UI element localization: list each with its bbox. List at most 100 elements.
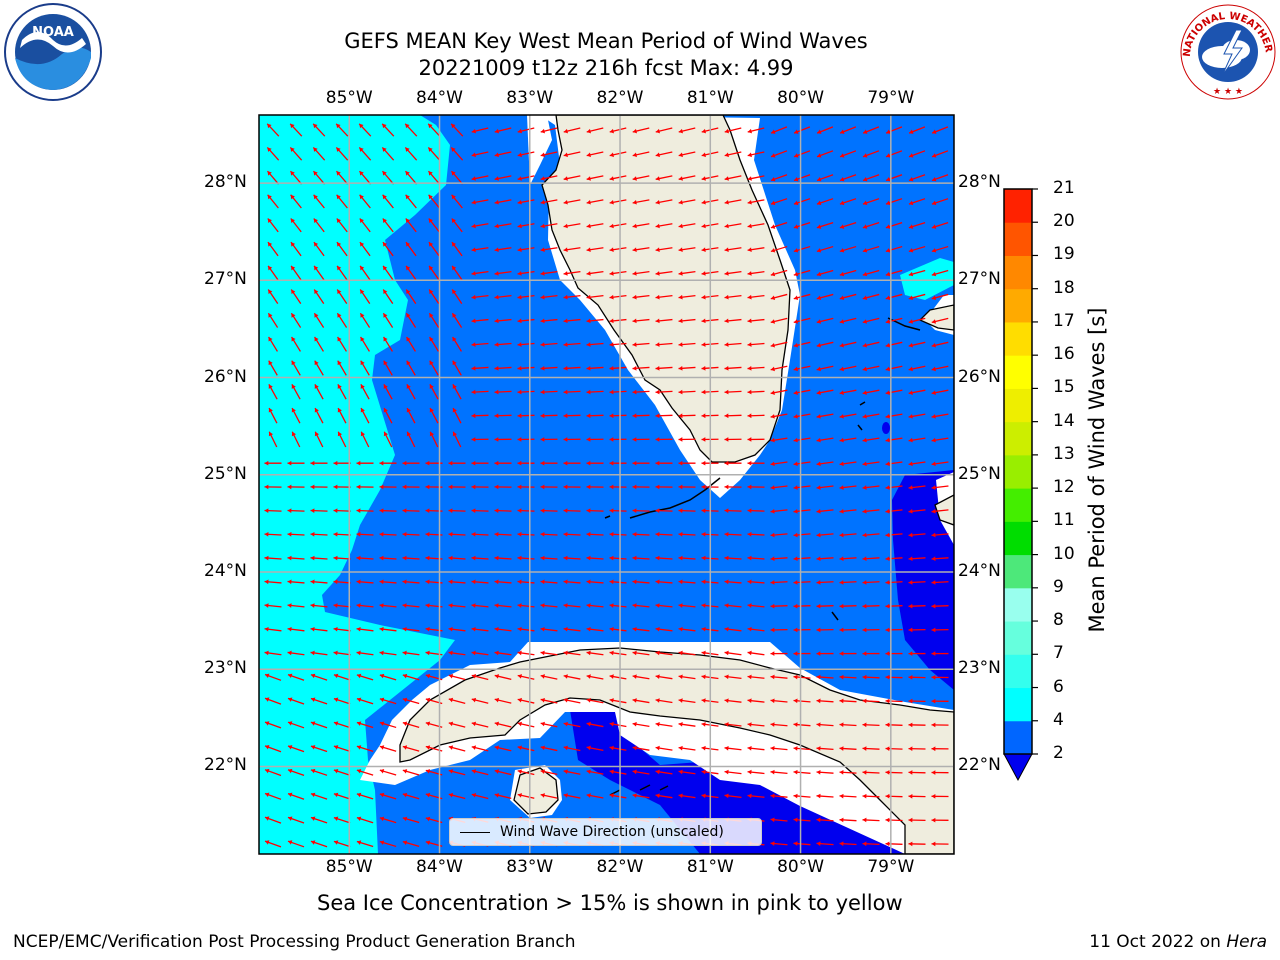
wave-direction-arrow — [839, 651, 857, 656]
wave-direction-arrow — [678, 769, 696, 775]
wave-direction-arrow — [379, 792, 397, 800]
wave-direction-arrow — [382, 218, 394, 233]
wave-direction-arrow — [862, 317, 880, 324]
wave-direction-arrow — [310, 532, 328, 537]
wave-direction-arrow — [885, 437, 903, 443]
wave-direction-arrow — [360, 407, 370, 424]
wave-direction-arrow — [517, 769, 535, 776]
wave-direction-arrow — [862, 269, 880, 277]
wave-direction-arrow — [816, 627, 834, 633]
wave-direction-arrow — [770, 698, 788, 704]
wave-direction-arrow — [402, 769, 420, 776]
wave-direction-arrow — [360, 360, 370, 376]
wave-direction-arrow — [931, 245, 949, 253]
wave-direction-arrow — [724, 342, 742, 347]
wave-direction-arrow — [406, 336, 416, 352]
wave-direction-arrow — [655, 626, 673, 632]
lon-label-bottom: 81°W — [686, 857, 734, 877]
wave-direction-arrow — [793, 627, 811, 633]
wave-direction-arrow — [452, 360, 462, 376]
wave-direction-arrow — [609, 650, 627, 656]
wave-direction-arrow — [839, 389, 857, 395]
colorbar-segment — [1004, 587, 1032, 622]
wave-direction-arrow — [724, 603, 742, 608]
wave-direction-arrow — [287, 460, 305, 466]
wave-direction-arrow — [862, 126, 880, 134]
wave-direction-arrow — [770, 198, 788, 206]
wave-direction-arrow — [931, 746, 949, 752]
wave-direction-arrow — [724, 460, 742, 466]
wave-direction-arrow — [563, 484, 581, 490]
wave-direction-arrow — [770, 841, 788, 846]
wave-direction-arrow — [816, 674, 834, 680]
wave-direction-arrow — [862, 603, 880, 609]
wave-direction-arrow — [540, 721, 558, 728]
wave-direction-arrow — [287, 673, 305, 681]
wave-direction-arrow — [816, 746, 834, 751]
wave-direction-arrow — [494, 579, 512, 585]
wave-direction-arrow — [586, 650, 604, 656]
wave-direction-arrow — [678, 151, 696, 158]
lon-label-bottom: 85°W — [325, 857, 373, 877]
wave-direction-arrow — [747, 674, 765, 680]
wave-direction-arrow — [517, 127, 535, 134]
wave-direction-arrow — [494, 127, 512, 134]
wave-direction-arrow — [931, 508, 949, 514]
wave-direction-arrow — [471, 342, 489, 347]
wave-direction-arrow — [770, 293, 788, 301]
wave-direction-arrow — [885, 461, 903, 467]
wave-direction-arrow — [724, 650, 742, 656]
wave-direction-arrow — [356, 673, 374, 681]
colorbar-tick-label: 9 — [1053, 576, 1064, 597]
wave-direction-arrow — [908, 580, 926, 585]
wave-direction-arrow — [816, 841, 834, 846]
wave-direction-arrow — [609, 603, 627, 608]
wave-direction-arrow — [586, 484, 604, 490]
wave-direction-arrow — [586, 745, 604, 752]
wave-direction-arrow — [885, 770, 903, 775]
wave-direction-arrow — [793, 293, 811, 301]
wave-direction-arrow — [356, 721, 374, 729]
wave-direction-arrow — [267, 289, 279, 305]
wave-direction-arrow — [448, 673, 466, 681]
wave-direction-arrow — [402, 650, 420, 656]
colorbar-segment — [1004, 654, 1032, 689]
colorbar-segment — [1004, 554, 1032, 589]
wave-direction-arrow — [655, 318, 673, 324]
wave-direction-arrow — [313, 265, 325, 281]
wave-direction-arrow — [267, 312, 279, 328]
wave-direction-arrow — [471, 460, 489, 466]
wave-direction-arrow — [517, 697, 535, 704]
wave-direction-arrow — [451, 312, 463, 328]
wave-direction-arrow — [266, 170, 280, 185]
wave-direction-arrow — [609, 721, 627, 728]
colorbar-segment — [1004, 189, 1032, 223]
wave-direction-arrow — [287, 792, 305, 800]
wave-direction-arrow — [494, 199, 512, 205]
svg-text:★ ★ ★: ★ ★ ★ — [1213, 87, 1243, 97]
wave-direction-arrow — [494, 389, 512, 395]
wave-direction-arrow — [540, 532, 558, 537]
wave-direction-arrow — [931, 413, 949, 419]
wave-direction-arrow — [563, 508, 581, 513]
wave-direction-arrow — [839, 413, 857, 419]
wave-direction-arrow — [563, 437, 581, 442]
wave-direction-arrow — [563, 626, 581, 632]
wave-direction-arrow — [471, 697, 489, 704]
wave-direction-arrow — [632, 294, 650, 300]
wave-direction-arrow — [908, 341, 926, 348]
wave-direction-arrow — [427, 147, 441, 161]
wave-direction-arrow — [287, 532, 305, 537]
wave-direction-arrow — [586, 199, 604, 205]
wave-direction-arrow — [379, 745, 397, 752]
wave-direction-arrow — [310, 673, 328, 681]
wave-direction-arrow — [885, 389, 903, 395]
wave-direction-arrow — [747, 437, 765, 442]
wave-direction-arrow — [747, 294, 765, 300]
wave-direction-arrow — [451, 241, 463, 257]
wave-direction-arrow — [264, 532, 282, 537]
wave-direction-arrow — [336, 289, 348, 305]
lon-label-top: 84°W — [416, 88, 463, 108]
wave-direction-arrow — [563, 698, 581, 704]
wave-direction-arrow — [770, 485, 788, 490]
